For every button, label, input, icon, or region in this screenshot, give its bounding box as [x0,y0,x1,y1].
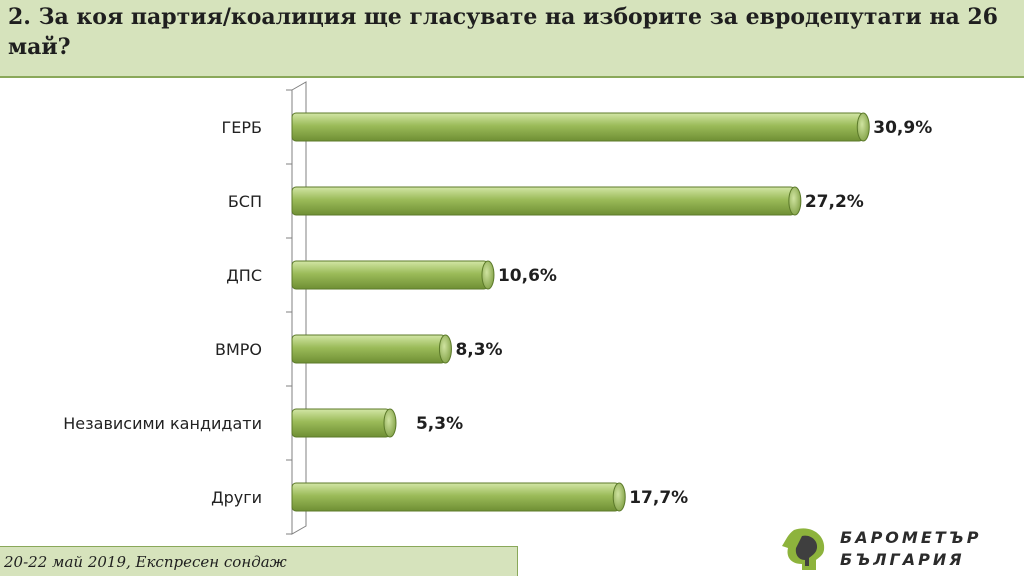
bar-cap [612,482,626,512]
footer-box: 20-22 май 2019, Експресен сондаж [0,546,518,576]
barometer-logo: БАРОМЕТЪР БЪЛГАРИЯ [776,522,1016,576]
category-label: Други [211,488,262,507]
data-label: 30,9% [873,118,932,138]
logo-line-1: БАРОМЕТЪР [840,528,982,547]
bar [291,334,446,364]
bar-chart: ГЕРБ 30,9% БСП 27,2% ДПС 10,6% ВМРО 8,3% Независ… [63,81,932,535]
category-label: БСП [228,192,262,211]
bar-cap [856,112,870,142]
chart-title: 2. За коя партия/коалиция ще гласувате н… [8,4,998,60]
category-label: Независими кандидати [63,414,262,433]
bar [291,186,796,216]
bar-cap [788,186,802,216]
title-box: 2. За коя партия/коалиция ще гласувате н… [0,0,1024,78]
category-label: ВМРО [215,340,262,359]
bar [291,112,864,142]
data-label: 27,2% [805,192,864,212]
bar-cap [438,334,452,364]
data-label: 5,3% [416,414,463,434]
data-label: 17,7% [629,488,688,508]
survey-note: 20-22 май 2019, Експресен сондаж [4,553,287,571]
data-label: 10,6% [498,266,557,286]
bar [291,260,489,290]
bar [291,482,620,512]
axis-wall [291,81,307,535]
bar-cap [481,260,495,290]
logo-head-icon [782,528,825,570]
category-label: ГЕРБ [222,118,263,137]
bar-cap [383,408,397,438]
data-label: 8,3% [455,340,502,360]
category-label: ДПС [226,266,262,285]
logo-line-2: БЪЛГАРИЯ [840,550,965,569]
bar [291,408,391,438]
